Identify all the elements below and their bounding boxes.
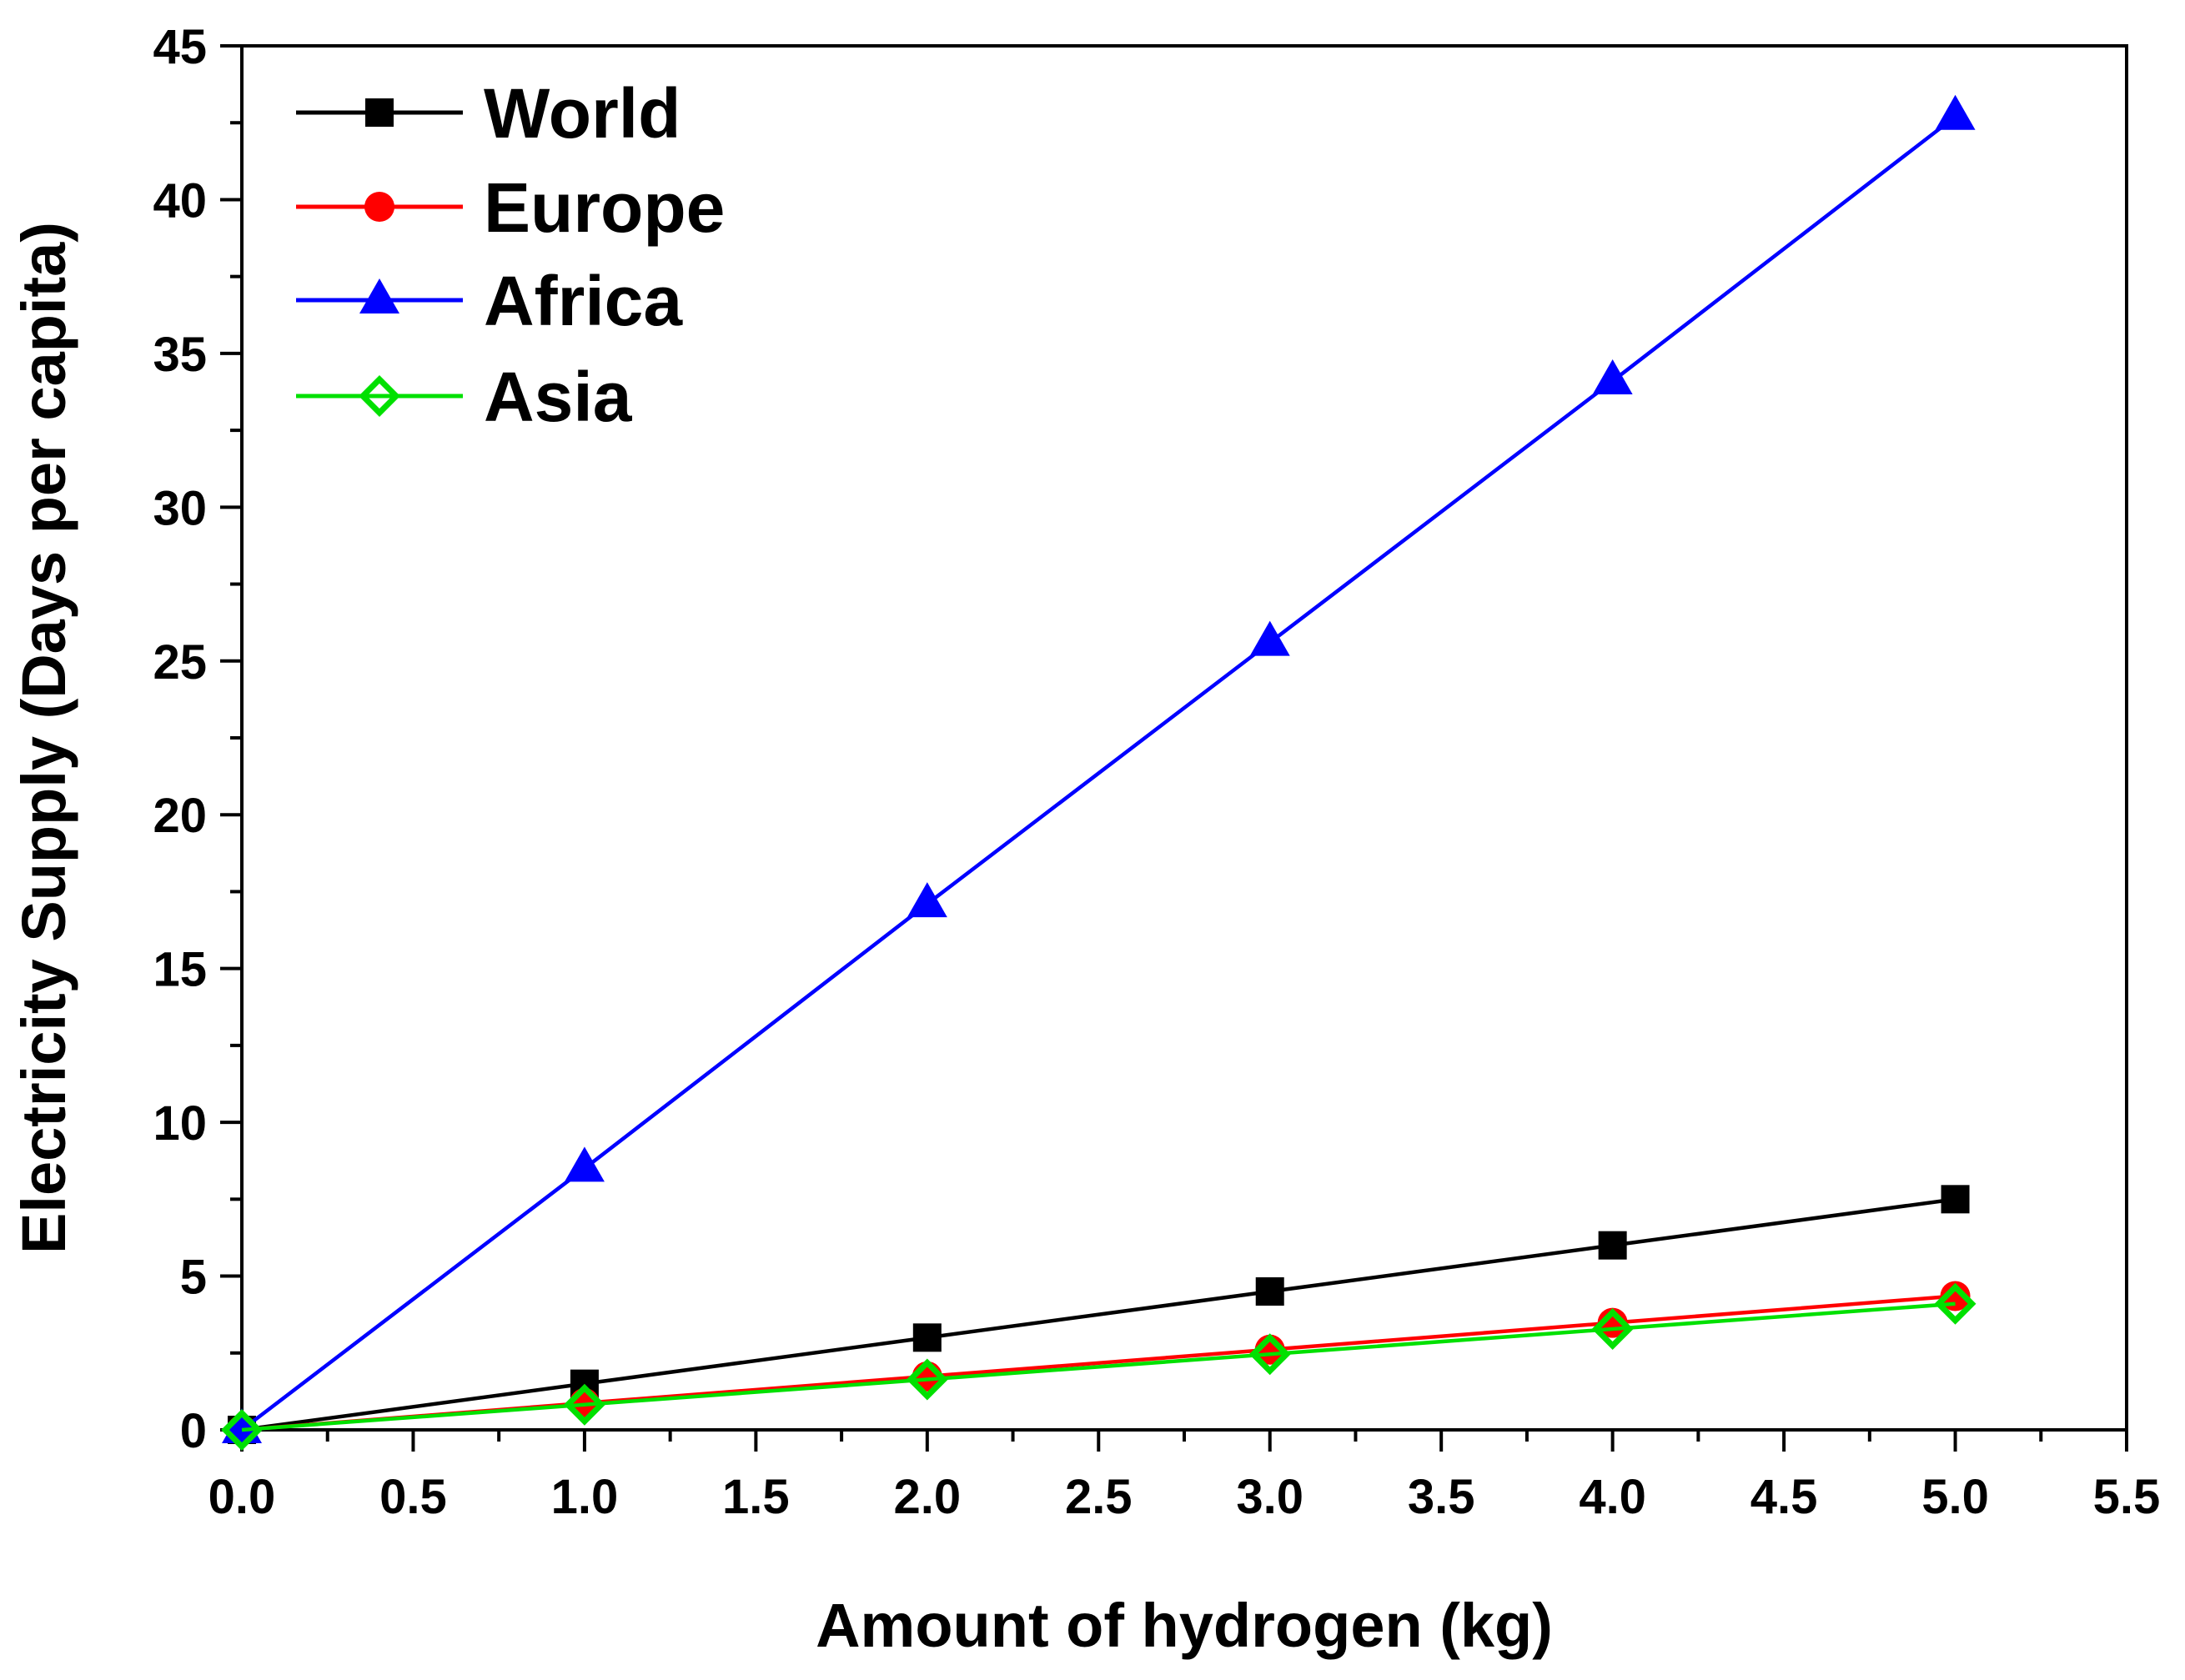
y-tick-label: 5 xyxy=(180,1251,207,1305)
legend-marker-asia xyxy=(359,375,400,417)
data-point-world xyxy=(1941,1185,1970,1214)
series-line-world xyxy=(241,1197,1956,1432)
data-point-world xyxy=(1598,1231,1627,1260)
y-tick-label: 20 xyxy=(153,789,207,843)
legend-item-asia: Asia xyxy=(296,358,633,436)
x-axis-title: Amount of hydrogen (kg) xyxy=(816,1591,1553,1660)
legend-marker-africa xyxy=(359,278,399,313)
x-tick-label: 1.0 xyxy=(551,1470,619,1524)
y-tick-label: 10 xyxy=(153,1096,207,1151)
data-point-africa xyxy=(564,1146,605,1182)
legend-marker-europe xyxy=(364,192,394,222)
x-tick-label: 5.0 xyxy=(1921,1470,1989,1524)
series-line-africa xyxy=(240,115,1956,1432)
legend-label-africa: Africa xyxy=(484,262,683,340)
data-point-asia xyxy=(1591,1308,1634,1350)
y-tick-label: 40 xyxy=(153,173,207,228)
axes: 0.0 0.5 1.0 1.5 2.0 2.5 3.0 3.5 4.0 4.5 5.0 5.5 0 5 10… xyxy=(153,20,2160,1524)
data-point-asia xyxy=(1934,1282,1977,1325)
y-tick-label: 45 xyxy=(153,20,207,74)
data-point-asia xyxy=(906,1358,948,1401)
x-tick-label: 3.5 xyxy=(1408,1470,1475,1524)
legend-item-africa: Africa xyxy=(296,262,683,340)
series-asia xyxy=(221,1282,1977,1451)
legend-item-world: World xyxy=(296,74,681,153)
y-axis-title: Electricity Supply (Days per capita) xyxy=(9,222,78,1254)
y-tick-label: 25 xyxy=(153,635,207,690)
x-tick-label: 1.5 xyxy=(722,1470,790,1524)
y-tick-label: 30 xyxy=(153,481,207,535)
legend-label-asia: Asia xyxy=(484,358,633,436)
data-point-asia xyxy=(221,1409,263,1451)
y-tick-label: 15 xyxy=(153,943,207,997)
x-tick-label: 0.0 xyxy=(208,1470,276,1524)
x-tick-label: 3.0 xyxy=(1236,1470,1303,1524)
x-tick-label: 4.0 xyxy=(1579,1470,1646,1524)
series-africa xyxy=(222,94,1976,1443)
data-point-asia xyxy=(563,1383,605,1426)
data-point-africa xyxy=(1249,620,1290,656)
plot-frame xyxy=(240,44,2128,1432)
y-tick-label: 35 xyxy=(153,328,207,382)
series-line-asia xyxy=(241,1301,1956,1432)
data-point-world xyxy=(1255,1277,1284,1306)
x-tick-label: 2.5 xyxy=(1065,1470,1133,1524)
data-point-africa xyxy=(1592,359,1633,395)
y-tick-label: 0 xyxy=(180,1404,207,1458)
legend-label-world: World xyxy=(484,74,681,153)
legend: World Europe Africa Asia xyxy=(296,74,725,436)
legend-label-europe: Europe xyxy=(484,168,725,247)
data-point-world xyxy=(912,1323,942,1352)
series-layer xyxy=(221,94,1977,1451)
legend-item-europe: Europe xyxy=(296,168,725,247)
x-tick-label: 0.5 xyxy=(379,1470,447,1524)
x-tick-label: 2.0 xyxy=(893,1470,961,1524)
data-point-asia xyxy=(1248,1333,1291,1376)
x-tick-label: 5.5 xyxy=(2093,1470,2161,1524)
series-europe xyxy=(227,1281,1971,1445)
x-tick-label: 4.5 xyxy=(1751,1470,1818,1524)
legend-marker-world xyxy=(365,98,394,127)
data-point-africa xyxy=(1935,94,1976,130)
data-point-africa xyxy=(907,882,947,918)
